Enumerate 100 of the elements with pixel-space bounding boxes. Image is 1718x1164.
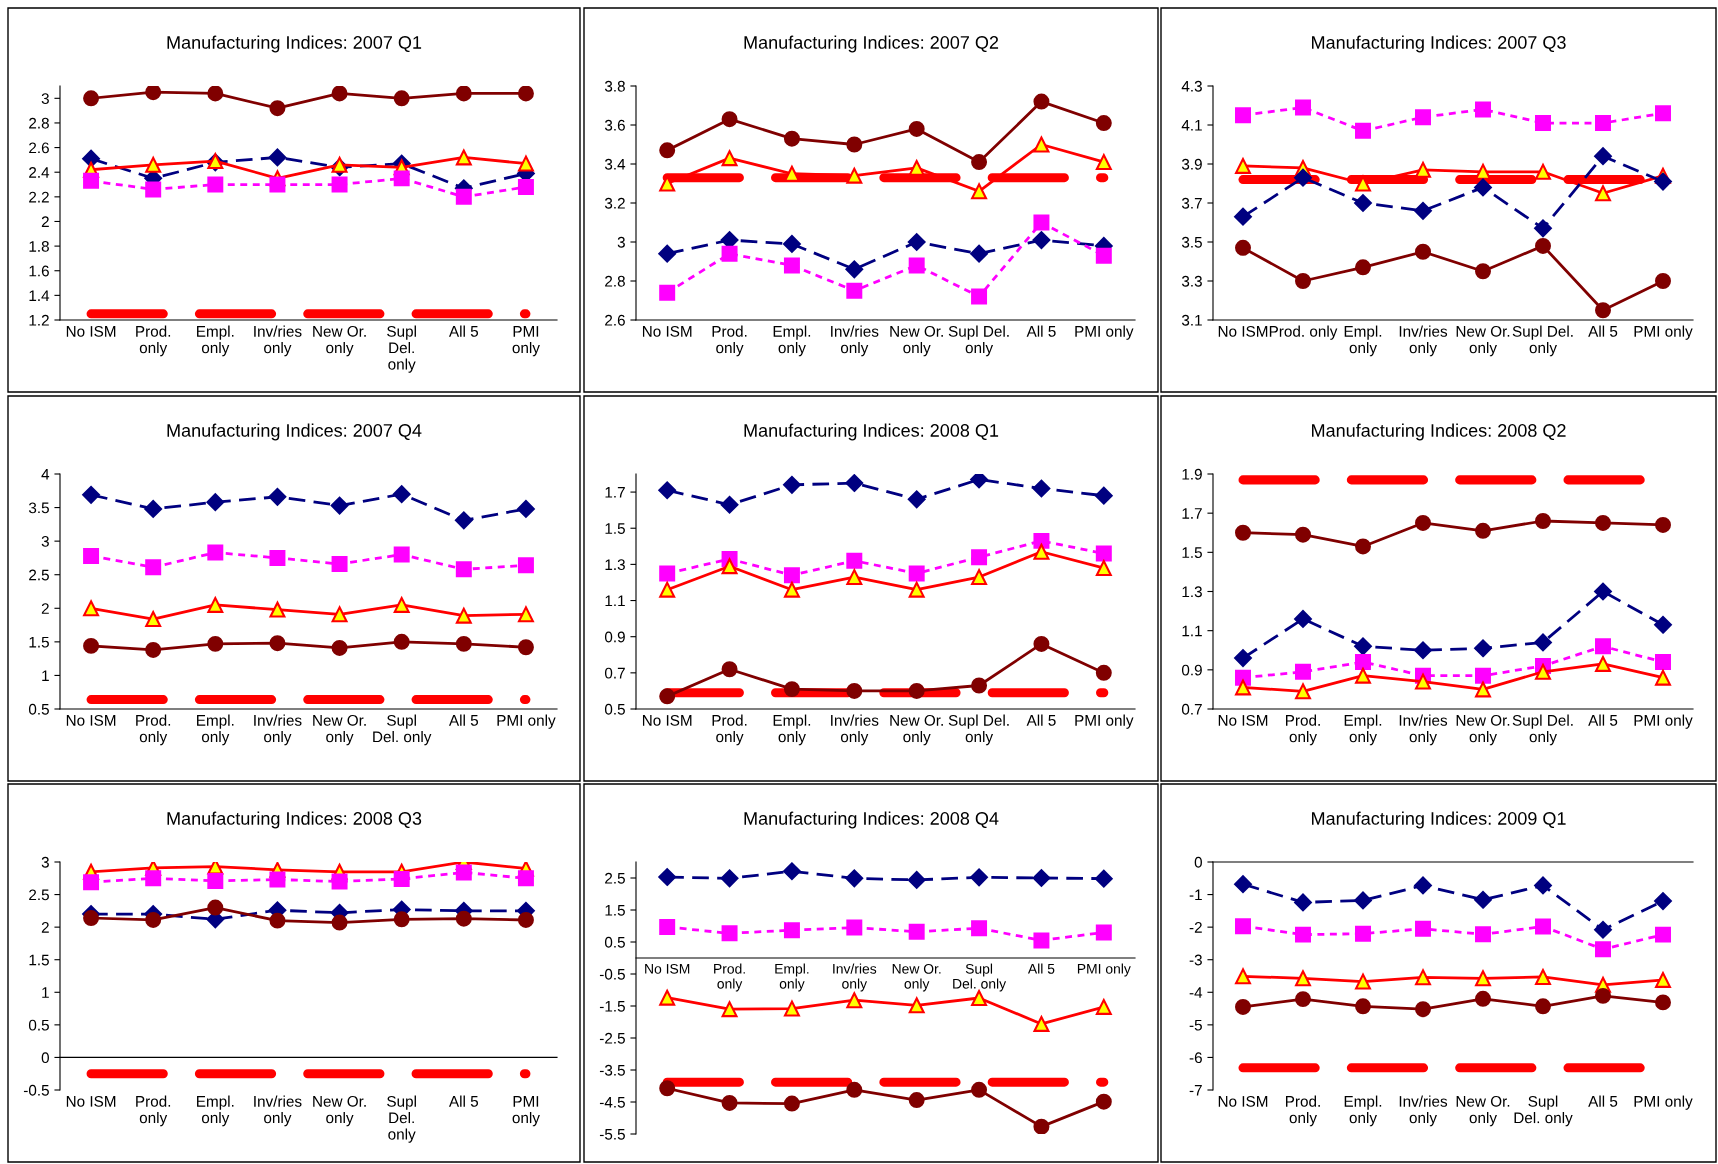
y-tick-label: 2 <box>41 922 49 933</box>
x-tick-label: Empl. only <box>773 325 811 357</box>
y-tick-label: -0.5 <box>23 1084 49 1096</box>
y-tick-label: 2.4 <box>29 167 50 178</box>
y-tick-label: -5 <box>1189 1019 1202 1031</box>
x-tick-label: PMI only <box>1075 325 1134 340</box>
y-tick-label: 1.9 <box>1182 468 1202 480</box>
chart-title: Manufacturing Indices: 2008 Q4 <box>744 811 999 829</box>
x-tick-label: Supl Del. only <box>387 1095 416 1143</box>
x-tick-label: No ISM <box>66 325 116 337</box>
x-tick-label: All 5 <box>1588 714 1618 726</box>
y-tick-label: 1.3 <box>605 559 625 571</box>
y-tick-label: 2.6 <box>605 314 625 326</box>
x-tick-label: New Or. only <box>1456 714 1510 746</box>
y-tick-label: -2 <box>1189 922 1202 933</box>
x-tick-label: New Or. only <box>313 1095 366 1127</box>
chart-title: Manufacturing Indices: 2007 Q3 <box>1312 35 1566 53</box>
chart-title: Manufacturing Indices: 2008 Q1 <box>744 423 999 441</box>
x-tick-label: Prod. only <box>136 714 171 746</box>
x-tick-label: All 5 <box>1026 325 1056 337</box>
y-tick-label: 3 <box>41 856 49 868</box>
x-tick-label: Inv/ries only <box>254 325 302 357</box>
y-tick-label: 4.1 <box>1181 120 1202 131</box>
x-tick-label: All 5 <box>448 325 479 337</box>
y-tick-label: 0 <box>41 1052 49 1064</box>
y-tick-label: 1.5 <box>1182 547 1202 559</box>
y-tick-label: -2.5 <box>599 1032 625 1044</box>
chart-title: Manufacturing Indices: 2008 Q3 <box>167 811 422 829</box>
y-tick-label: 1.6 <box>29 265 49 277</box>
y-tick-label: 1.5 <box>605 905 625 916</box>
x-tick-label: All 5 <box>1026 714 1056 726</box>
y-tick-label: -5.5 <box>599 1129 625 1140</box>
x-tick-label: Supl Del. only <box>953 963 1007 992</box>
x-tick-label: Inv/ries only <box>254 1095 302 1127</box>
x-tick-label: Empl. only <box>197 325 234 357</box>
x-tick-label: PMI only <box>1634 714 1693 729</box>
y-tick-label: 2.8 <box>29 117 49 129</box>
x-tick-label: New Or. only <box>313 714 366 746</box>
y-tick-label: 1.1 <box>605 595 625 607</box>
x-tick-label: Supl Del. only <box>1512 325 1573 357</box>
y-tick-label: 1.7 <box>1182 508 1202 519</box>
x-tick-label: Supl Del. only <box>948 714 1009 746</box>
x-tick-label: PMI only <box>512 1096 540 1127</box>
y-tick-label: 3.5 <box>28 502 49 514</box>
y-tick-label: 0.7 <box>604 667 625 679</box>
x-tick-label: New Or. only <box>313 325 366 357</box>
x-tick-label: No ISM <box>1218 1095 1268 1107</box>
x-tick-label: Empl. only <box>773 714 811 746</box>
y-tick-label: 0.7 <box>1181 703 1202 715</box>
y-tick-label: 2.8 <box>605 275 625 287</box>
y-tick-label: 0.5 <box>28 703 49 715</box>
y-tick-label: 1.4 <box>29 290 50 301</box>
y-tick-label: 3.3 <box>1181 275 1202 287</box>
x-tick-label: All 5 <box>1588 1095 1618 1107</box>
x-tick-label: New Or. only <box>1456 1095 1510 1127</box>
x-tick-label: Inv/ries only <box>833 963 877 992</box>
y-tick-label: 4 <box>41 469 50 480</box>
y-tick-label: -1 <box>1189 889 1202 901</box>
x-tick-label: All 5 <box>448 1095 479 1107</box>
y-tick-label: 3.8 <box>604 80 625 92</box>
y-tick-label: 0.5 <box>604 703 625 715</box>
y-tick-label: 1 <box>42 987 49 998</box>
x-tick-label: Inv/ries only <box>831 325 879 357</box>
y-tick-label: 1.1 <box>1182 625 1202 637</box>
x-tick-label: Inv/ries only <box>1399 714 1448 746</box>
x-tick-label: Prod. only <box>712 325 747 357</box>
y-tick-label: 0.9 <box>1181 664 1202 676</box>
y-tick-label: 2.6 <box>29 142 49 154</box>
y-tick-label: 2.5 <box>29 889 49 901</box>
x-tick-label: PMI only <box>1077 963 1131 977</box>
y-tick-label: 1 <box>42 670 49 681</box>
x-tick-label: Empl. only <box>197 1095 234 1127</box>
y-tick-label: -3 <box>1189 954 1202 966</box>
x-tick-label: Inv/ries only <box>1399 1095 1448 1127</box>
y-tick-label: 3.2 <box>604 197 625 209</box>
y-tick-label: -4.5 <box>599 1097 625 1108</box>
y-tick-label: 3.1 <box>1181 314 1202 326</box>
chart-title: Manufacturing Indices: 2008 Q2 <box>1312 423 1566 441</box>
y-tick-label: -0.5 <box>599 968 625 980</box>
chart-title: Manufacturing Indices: 2007 Q2 <box>744 35 999 53</box>
x-tick-label: Inv/ries only <box>1399 325 1448 357</box>
y-tick-label: -4 <box>1189 987 1203 998</box>
x-tick-label: Empl. only <box>1344 325 1382 357</box>
y-tick-label: 3.7 <box>1181 197 1202 209</box>
chart-title: Manufacturing Indices: 2009 Q1 <box>1312 811 1566 829</box>
x-tick-label: All 5 <box>1588 325 1618 337</box>
x-tick-label: No ISM <box>642 325 692 337</box>
x-tick-label: No ISM <box>1218 325 1268 337</box>
chart-title: Manufacturing Indices: 2007 Q1 <box>167 35 422 53</box>
x-tick-label: Empl. only <box>197 714 234 746</box>
x-tick-label: Empl. only <box>1344 714 1382 746</box>
x-tick-label: Prod. only <box>1269 325 1338 340</box>
y-tick-label: 1.5 <box>29 636 49 648</box>
y-tick-label: 3.6 <box>604 119 625 131</box>
y-tick-label: 2.5 <box>605 872 625 884</box>
y-tick-label: -3.5 <box>599 1064 625 1076</box>
x-tick-label: Prod. only <box>1286 1095 1320 1127</box>
x-tick-label: Prod. only <box>714 963 745 992</box>
x-tick-label: Supl Del. only <box>1512 714 1573 746</box>
y-tick-label: -7 <box>1189 1085 1202 1096</box>
